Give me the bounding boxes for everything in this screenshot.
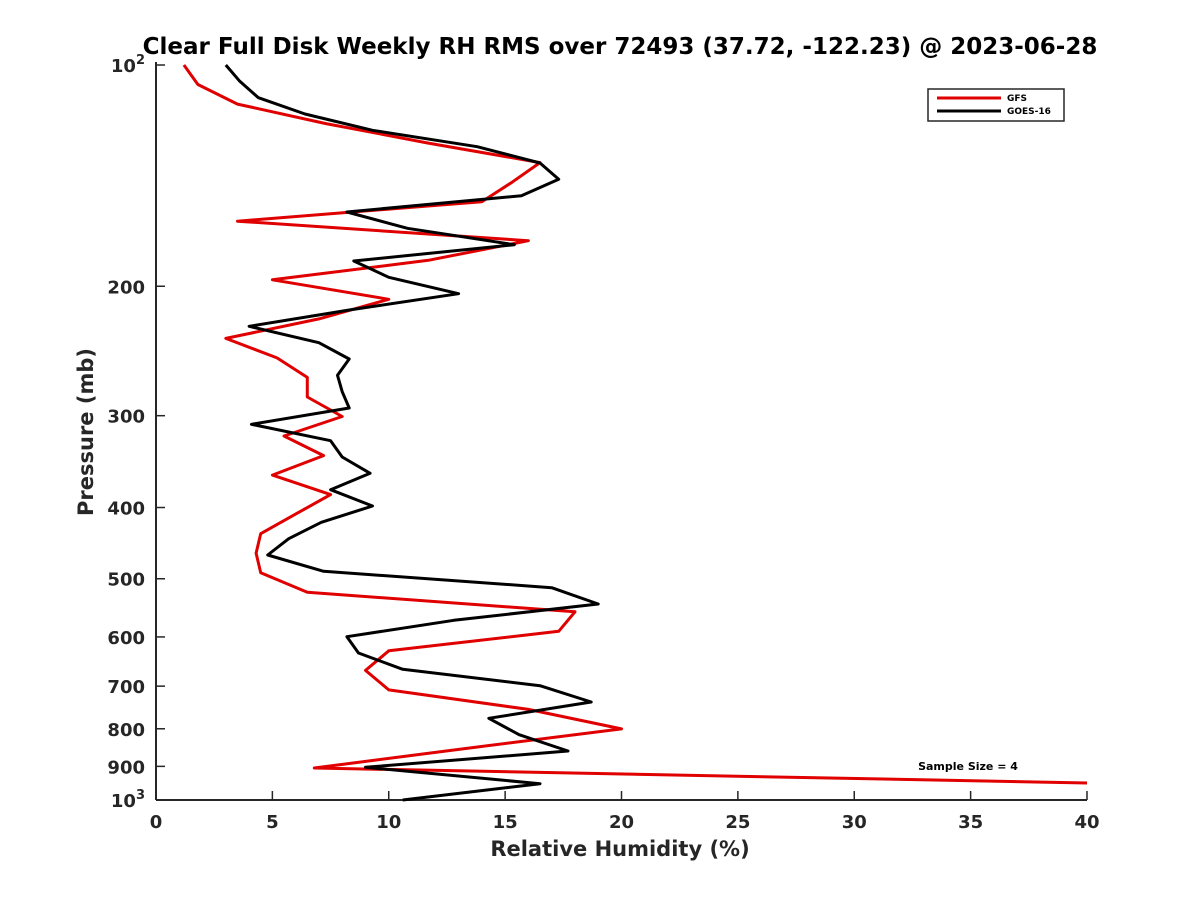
series-line-gfs [182,64,1088,785]
y-tick-label: 200 [107,277,145,298]
plot-area [155,62,1088,802]
x-tick-label: 5 [266,812,279,833]
y-tick-label: 900 [107,757,145,778]
y-tick-label: 800 [107,720,145,741]
y-tick-label: 300 [107,407,145,428]
y-tick-label: 400 [107,499,145,520]
legend-items: GFS GOES-16 [937,94,1051,117]
x-axis-label: Relative Humidity (%) [490,837,749,861]
y-axis-ticks: 102 200 300 400 500 600 700 800 900 103 [107,53,165,812]
x-tick-label: 35 [958,812,983,833]
chart-title: Clear Full Disk Weekly RH RMS over 72493… [143,34,1098,60]
x-tick-label: 40 [1074,812,1099,833]
legend-label: GOES-16 [1007,107,1051,117]
x-tick-label: 15 [493,812,518,833]
x-tick-label: 25 [725,812,750,833]
y-tick-label: 500 [107,570,145,591]
x-tick-label: 20 [609,812,634,833]
y-tick-label: 600 [107,628,145,649]
series-layer [182,64,1088,802]
y-tick-label: 102 [111,53,145,77]
y-axis-label: Pressure (mb) [74,348,98,516]
x-tick-label: 30 [842,812,867,833]
legend: GFS GOES-16 [927,88,1065,122]
legend-label: GFS [1007,94,1027,104]
sample-size-annotation: Sample Size = 4 [918,760,1018,773]
x-tick-label: 0 [150,812,163,833]
legend-box [927,88,1065,122]
x-axis-ticks: 0 5 10 15 20 25 30 35 40 [150,791,1100,833]
series-line-goes-16 [224,64,600,802]
x-tick-label: 10 [376,812,401,833]
y-tick-label: 700 [107,677,145,698]
y-tick-label: 103 [111,788,145,812]
